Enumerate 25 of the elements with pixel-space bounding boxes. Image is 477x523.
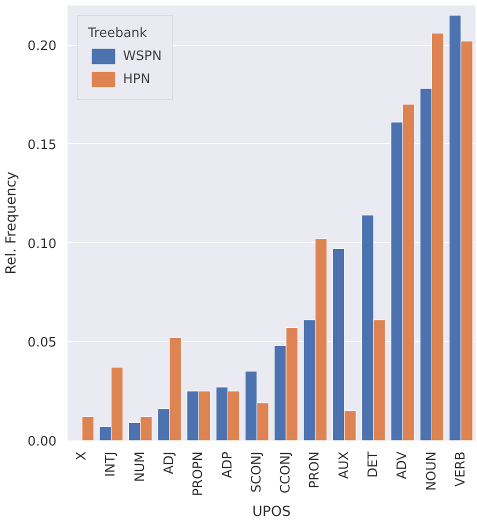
- x-tick-label: ADP: [220, 451, 236, 478]
- bar: [82, 416, 94, 440]
- y-tick-label: 0.15: [28, 138, 57, 153]
- y-tick-label: 0.00: [28, 434, 57, 450]
- legend-title: Treebank: [88, 26, 148, 41]
- y-tick-label: 0.05: [28, 336, 57, 351]
- x-tick-label: PRON: [308, 451, 323, 488]
- x-tick-label: PROPN: [191, 451, 206, 496]
- x-tick-label: ADV: [395, 451, 410, 480]
- x-tick-label: SCONJ: [249, 451, 264, 493]
- x-axis-title: UPOS: [252, 504, 291, 520]
- legend-label: WSPN: [123, 48, 162, 64]
- x-tick-label: AUX: [336, 451, 352, 479]
- y-axis-title: Rel. Frequency: [4, 172, 20, 274]
- x-tick-label: DET: [366, 451, 381, 478]
- y-tick-label: 0.10: [28, 236, 57, 252]
- x-tick-label: ADJ: [162, 451, 177, 474]
- legend-label: HPN: [123, 72, 150, 86]
- x-tick-label: CCONJ: [278, 451, 294, 494]
- x-tick-label: NOUN: [424, 451, 440, 491]
- y-tick-label: 0.20: [28, 39, 57, 54]
- x-tick-label: NUM: [132, 451, 148, 482]
- x-tick-label: INTJ: [104, 451, 119, 477]
- x-tick-label: X: [74, 451, 90, 460]
- x-tick-label: VERB: [453, 451, 468, 487]
